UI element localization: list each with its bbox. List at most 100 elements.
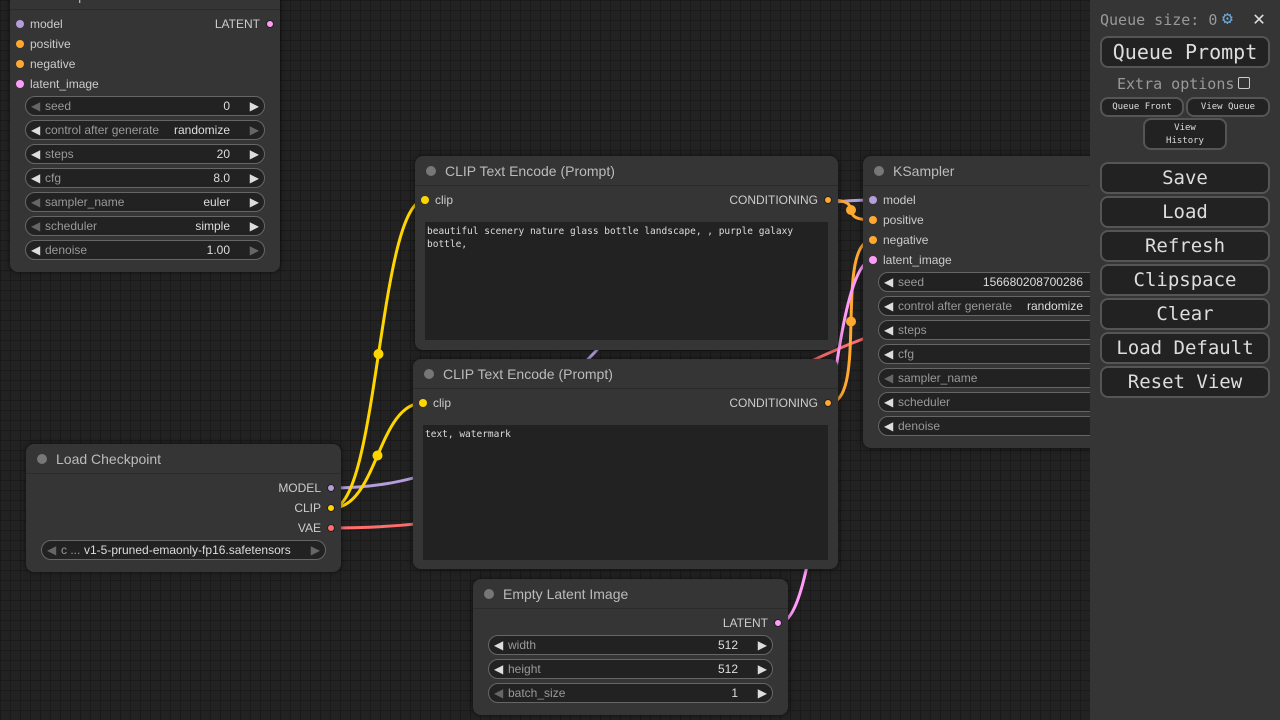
increment-arrow-icon[interactable]: ▶ (249, 171, 259, 185)
node-title-bar[interactable]: CLIP Text Encode (Prompt) (415, 156, 838, 186)
increment-arrow-icon[interactable]: ▶ (249, 123, 259, 137)
increment-arrow-icon[interactable]: ▶ (757, 686, 767, 700)
node-latent[interactable]: Empty Latent Image LATENT ◀ width 512 ▶ ◀ heigh… (473, 579, 788, 715)
refresh-button[interactable]: Refresh (1100, 230, 1270, 262)
widget-steps[interactable]: ◀ steps 20 ▶ (25, 144, 265, 164)
queue-front-button[interactable]: Queue Front (1100, 97, 1184, 117)
load-button[interactable]: Load (1100, 196, 1270, 228)
vae-output-dot-icon[interactable] (327, 524, 335, 532)
decrement-arrow-icon[interactable]: ◀ (31, 195, 41, 209)
prompt-textarea[interactable]: beautiful scenery nature glass bottle la… (425, 222, 828, 340)
widget-height[interactable]: ◀ height 512 ▶ (488, 659, 773, 679)
widget-denoise[interactable]: ◀ denoise 1.00 ▶ (25, 240, 265, 260)
decrement-arrow-icon[interactable]: ◀ (31, 171, 41, 185)
latent-input-dot-icon[interactable] (16, 80, 24, 88)
collapse-dot-icon[interactable] (426, 166, 436, 176)
clear-button[interactable]: Clear (1100, 298, 1270, 330)
widget-seed[interactable]: ◀ seed 0 ▶ (25, 96, 265, 116)
output-slot-clip[interactable]: CLIP (185, 498, 335, 518)
collapse-dot-icon[interactable] (424, 369, 434, 379)
output-slot-vae[interactable]: VAE (185, 518, 335, 538)
link-midpoint-dot[interactable] (372, 450, 383, 461)
decrement-arrow-icon[interactable]: ◀ (884, 275, 894, 289)
widget-sampler-name[interactable]: ◀ sampler_name euler ▶ (25, 192, 265, 212)
increment-arrow-icon[interactable]: ▶ (249, 99, 259, 113)
decrement-arrow-icon[interactable]: ◀ (31, 123, 41, 137)
increment-arrow-icon[interactable]: ▶ (249, 219, 259, 233)
output-slot-conditioning[interactable]: CONDITIONING (682, 393, 832, 413)
node-title-bar[interactable]: KSampler (10, 0, 280, 10)
collapse-dot-icon[interactable] (874, 166, 884, 176)
increment-arrow-icon[interactable]: ▶ (310, 543, 320, 557)
link-midpoint-dot[interactable] (373, 349, 384, 359)
widget-steps[interactable]: ◀steps▶ (878, 320, 1090, 340)
decrement-arrow-icon[interactable]: ◀ (884, 323, 894, 337)
increment-arrow-icon[interactable]: ▶ (757, 638, 767, 652)
graph-canvas[interactable]: Load Checkpoint MODEL CLIP VAE ◀ c ... v1-5-pr… (0, 0, 1090, 720)
decrement-arrow-icon[interactable]: ◀ (31, 147, 41, 161)
node-ksampler-left[interactable]: KSampler model positive negative latent_imag… (10, 0, 280, 272)
widget-sampler-name[interactable]: ◀sampler_name▶ (878, 368, 1090, 388)
clip-input-dot-icon[interactable] (421, 196, 429, 204)
model-input-dot-icon[interactable] (16, 20, 24, 28)
latent-output-dot-icon[interactable] (266, 20, 274, 28)
latent-input-dot-icon[interactable] (869, 256, 877, 264)
node-clip-neg[interactable]: CLIP Text Encode (Prompt) clip CONDITIONIN… (413, 359, 838, 569)
widget-width[interactable]: ◀ width 512 ▶ (488, 635, 773, 655)
node-clip-pos[interactable]: CLIP Text Encode (Prompt) clip CONDITIONIN… (415, 156, 838, 350)
clip-input-dot-icon[interactable] (419, 399, 427, 407)
extra-options-checkbox[interactable] (1238, 77, 1250, 89)
clipspace-button[interactable]: Clipspace (1100, 264, 1270, 296)
link-midpoint-dot[interactable] (846, 205, 856, 215)
model-output-dot-icon[interactable] (327, 484, 335, 492)
clip-output-dot-icon[interactable] (327, 504, 335, 512)
widget-c[interactable]: ◀ c ... v1-5-pruned-emaonly-fp16.safetenso… (41, 540, 326, 560)
widget-batch-size[interactable]: ◀ batch_size 1 ▶ (488, 683, 773, 703)
load-default-button[interactable]: Load Default (1100, 332, 1270, 364)
conditioning-output-dot-icon[interactable] (824, 196, 832, 204)
decrement-arrow-icon[interactable]: ◀ (884, 347, 894, 361)
node-title-bar[interactable]: Empty Latent Image (473, 579, 788, 609)
increment-arrow-icon[interactable]: ▶ (249, 243, 259, 257)
output-slot-model[interactable]: MODEL (185, 478, 335, 498)
widget-cfg[interactable]: ◀cfg▶ (878, 344, 1090, 364)
widget-scheduler[interactable]: ◀ scheduler simple ▶ (25, 216, 265, 236)
increment-arrow-icon[interactable]: ▶ (757, 662, 767, 676)
gear-icon[interactable]: ⚙ (1222, 8, 1233, 29)
conditioning-input-dot-icon[interactable] (16, 40, 24, 48)
output-slot-latent[interactable]: LATENT (632, 613, 782, 633)
increment-arrow-icon[interactable]: ▶ (249, 147, 259, 161)
conditioning-output-dot-icon[interactable] (824, 399, 832, 407)
queue-prompt-button[interactable]: Queue Prompt (1100, 36, 1270, 68)
node-title-bar[interactable]: KSampler (863, 156, 1090, 186)
decrement-arrow-icon[interactable]: ◀ (884, 371, 894, 385)
collapse-dot-icon[interactable] (484, 589, 494, 599)
widget-scheduler[interactable]: ◀scheduler▶ (878, 392, 1090, 412)
view-history-button[interactable]: View History (1143, 118, 1227, 150)
node-title-bar[interactable]: CLIP Text Encode (Prompt) (413, 359, 838, 389)
node-title-bar[interactable]: Load Checkpoint (26, 444, 341, 474)
decrement-arrow-icon[interactable]: ◀ (31, 99, 41, 113)
node-ksampler-right[interactable]: KSampler model positive negative latent_imag… (863, 156, 1090, 448)
widget-denoise[interactable]: ◀denoise▶ (878, 416, 1090, 436)
decrement-arrow-icon[interactable]: ◀ (884, 419, 894, 433)
collapse-dot-icon[interactable] (37, 454, 47, 464)
prompt-textarea[interactable]: text, watermark (423, 425, 828, 560)
widget-cfg[interactable]: ◀ cfg 8.0 ▶ (25, 168, 265, 188)
latent-output-dot-icon[interactable] (774, 619, 782, 627)
decrement-arrow-icon[interactable]: ◀ (884, 395, 894, 409)
decrement-arrow-icon[interactable]: ◀ (31, 243, 41, 257)
reset-view-button[interactable]: Reset View (1100, 366, 1270, 398)
conditioning-input-dot-icon[interactable] (16, 60, 24, 68)
output-slot-latent[interactable]: LATENT (124, 14, 274, 34)
link-midpoint-dot[interactable] (846, 316, 856, 327)
conditioning-input-dot-icon[interactable] (869, 236, 877, 244)
decrement-arrow-icon[interactable]: ◀ (494, 686, 504, 700)
view-queue-button[interactable]: View Queue (1186, 97, 1270, 117)
model-input-dot-icon[interactable] (869, 196, 877, 204)
decrement-arrow-icon[interactable]: ◀ (47, 543, 57, 557)
node-checkpoint[interactable]: Load Checkpoint MODEL CLIP VAE ◀ c ... v1-5-pr… (26, 444, 341, 572)
